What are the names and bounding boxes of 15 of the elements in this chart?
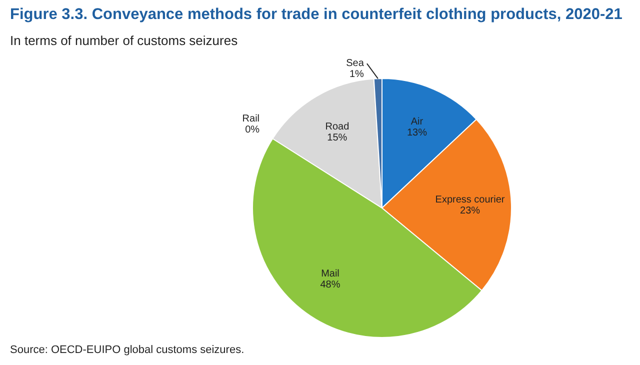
slice-label: Road [325, 121, 350, 132]
slice-label: Sea [346, 58, 364, 69]
source-note: Source: OECD-EUIPO global customs seizures. [10, 344, 244, 356]
slice-label: Air [410, 116, 424, 128]
data-label: 13% [406, 127, 428, 138]
text: In terms of number of customs seizures [10, 33, 238, 48]
data-label: 23% [460, 205, 480, 216]
category-label: Rail [242, 114, 260, 125]
data-label: 15% [327, 132, 348, 144]
data-label: 48% [320, 279, 340, 290]
text: 0% [245, 124, 260, 136]
slice-label: Mail [321, 268, 340, 280]
slice-label: Express courier [435, 194, 506, 206]
data-label: 1% [349, 68, 364, 80]
chart-title: Figure 3.3. Conveyance methods for trade in counterfeit clothing products, 2020-21 [10, 6, 622, 24]
